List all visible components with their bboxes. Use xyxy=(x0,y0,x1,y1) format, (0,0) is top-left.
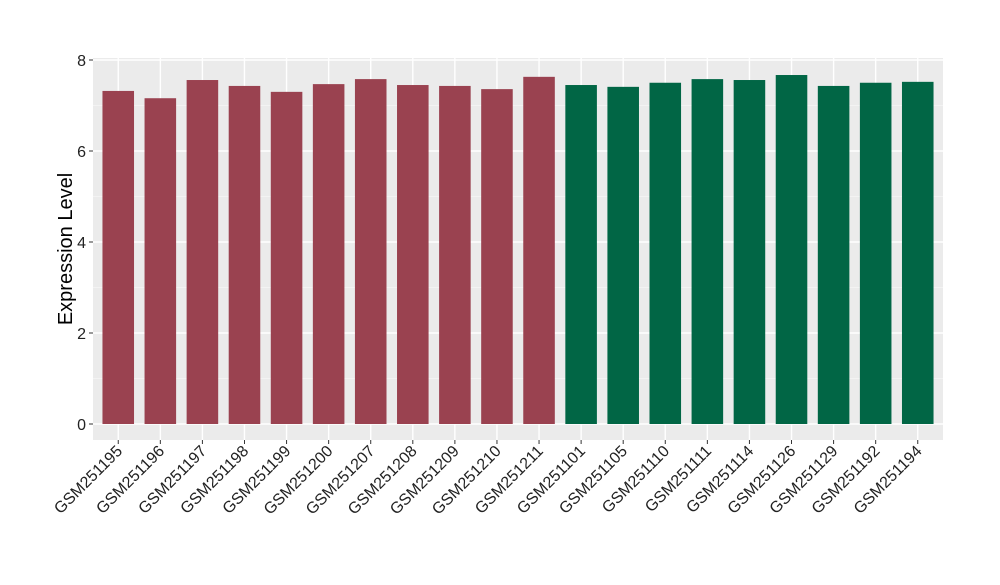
bar-GSM251207 xyxy=(354,79,387,425)
bar-GSM251192 xyxy=(859,82,892,424)
x-axis: GSM251195GSM251196GSM251197GSM251198GSM2… xyxy=(51,440,926,518)
y-tick-label: 2 xyxy=(77,326,86,343)
plot-panel xyxy=(93,58,943,440)
bar-GSM251197 xyxy=(186,80,219,425)
y-axis-label: Expression Level xyxy=(55,173,77,325)
bar-GSM251211 xyxy=(523,76,555,425)
bar-GSM251196 xyxy=(144,98,177,424)
y-tick-label: 4 xyxy=(77,235,86,252)
bar-GSM251126 xyxy=(775,75,808,424)
bars xyxy=(102,75,934,425)
bar-GSM251209 xyxy=(439,85,471,424)
bar-GSM251111 xyxy=(691,79,724,425)
bar-GSM251208 xyxy=(397,85,429,425)
y-tick-label: 0 xyxy=(77,417,86,434)
bar-GSM251198 xyxy=(228,85,261,424)
bar-GSM251101 xyxy=(565,85,597,425)
bar-GSM251129 xyxy=(817,85,850,424)
y-tick-label: 6 xyxy=(77,144,86,161)
bar-GSM251200 xyxy=(312,84,345,425)
y-tick-label: 8 xyxy=(77,53,86,70)
bar-GSM251210 xyxy=(481,89,513,425)
bar-GSM251195 xyxy=(102,90,135,424)
bar-GSM251199 xyxy=(270,91,303,424)
y-axis: 0 2 4 6 8 xyxy=(77,53,93,434)
bar-GSM251110 xyxy=(649,82,682,424)
bar-GSM251114 xyxy=(733,80,766,425)
bar-GSM251194 xyxy=(901,81,934,424)
bar-GSM251105 xyxy=(607,86,639,424)
